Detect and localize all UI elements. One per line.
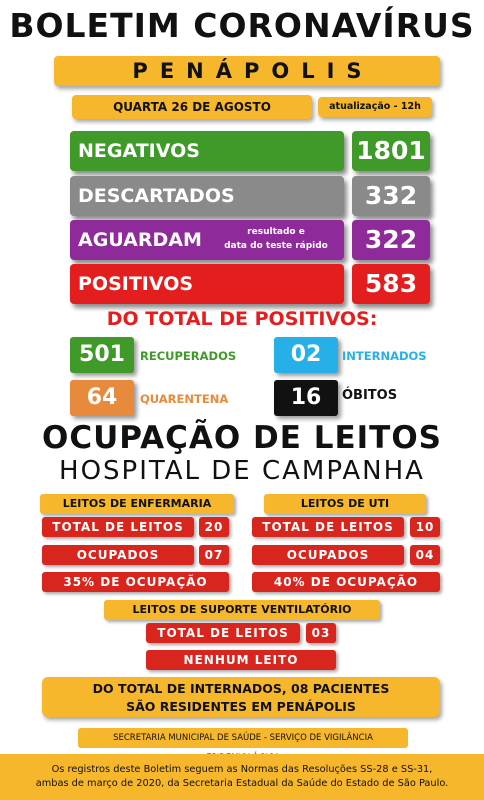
uti-ocupados-label: OCUPADOS — [252, 545, 404, 565]
obitos-label: ÓBITOS — [342, 388, 398, 403]
suporte-header: LEITOS DE SUPORTE VENTILATÓRIO — [104, 600, 380, 620]
aguardam-label: AGUARDAM — [78, 229, 202, 251]
hospital-subtitle: HOSPITAL DE CAMPANHA — [59, 456, 425, 486]
positivos-value: 583 — [352, 264, 430, 304]
regulations-note-line2: ambas de março de 2020, da Secretaria Es… — [35, 778, 449, 789]
suporte-status: NENHUM LEITO OCUPADO — [146, 650, 336, 687]
aguardam-row: AGUARDAM resultado e data do teste rápid… — [70, 220, 344, 260]
secretaria-banner: SECRETARIA MUNICIPAL DE SAÚDE - SERVIÇO … — [78, 728, 408, 763]
uti-header: LEITOS DE UTI — [264, 494, 426, 514]
internados-value: 02 — [274, 337, 338, 373]
aguardam-value: 322 — [352, 220, 430, 260]
positivos-label: POSITIVOS — [70, 264, 344, 304]
date-badge: QUARTA 26 DE AGOSTO — [72, 95, 312, 119]
bulletin-title: BOLETIM CORONAVÍRUS — [9, 6, 475, 45]
internados-residents-line1: DO TOTAL DE INTERNADOS, 08 PACIENTES — [92, 681, 390, 696]
uti-total-value: 10 — [410, 517, 440, 537]
quarentena-label: QUARENTENA — [140, 392, 229, 406]
quarentena-value: 64 — [70, 380, 134, 416]
internados-residents-box: DO TOTAL DE INTERNADOS, 08 PACIENTES SÃO… — [42, 677, 440, 717]
obitos-value: 16 — [274, 380, 338, 416]
enfermaria-total-value: 20 — [199, 517, 229, 537]
enfermaria-ocupados-label: OCUPADOS — [42, 545, 194, 565]
negativos-label: NEGATIVOS — [70, 131, 344, 171]
regulations-note: Os registros deste Boletim seguem as Nor… — [0, 754, 484, 800]
update-time-badge: atualização - 12h — [318, 97, 432, 117]
aguardam-note-line2: data do teste rápido — [224, 241, 328, 251]
suporte-total-label: TOTAL DE LEITOS — [146, 623, 300, 643]
recuperados-label: RECUPERADOS — [140, 349, 237, 363]
uti-ocupados-value: 04 — [410, 545, 440, 565]
enfermaria-percent: 35% DE OCUPAÇÃO — [42, 572, 229, 592]
descartados-label: DESCARTADOS — [70, 176, 344, 216]
descartados-value: 332 — [352, 176, 430, 216]
negativos-value: 1801 — [352, 131, 430, 171]
positives-breakdown-title: DO TOTAL DE POSITIVOS: — [106, 308, 378, 330]
regulations-note-line1: Os registros deste Boletim seguem as Nor… — [51, 764, 433, 775]
recuperados-value: 501 — [70, 337, 134, 373]
internados-label: INTERNADOS — [342, 349, 427, 363]
city-banner: PENÁPOLIS — [54, 56, 440, 86]
uti-total-label: TOTAL DE LEITOS — [252, 517, 404, 537]
internados-residents-line2: SÃO RESIDENTES EM PENÁPOLIS — [126, 699, 356, 714]
occupation-title: OCUPAÇÃO DE LEITOS — [41, 420, 443, 456]
enfermaria-total-label: TOTAL DE LEITOS — [42, 517, 194, 537]
enfermaria-ocupados-value: 07 — [199, 545, 229, 565]
suporte-total-value: 03 — [306, 623, 336, 643]
aguardam-note-line1: resultado e — [247, 227, 305, 237]
uti-percent: 40% DE OCUPAÇÃO — [252, 572, 440, 592]
enfermaria-header: LEITOS DE ENFERMARIA — [40, 494, 234, 514]
aguardam-note: resultado e data do teste rápido — [212, 225, 340, 253]
